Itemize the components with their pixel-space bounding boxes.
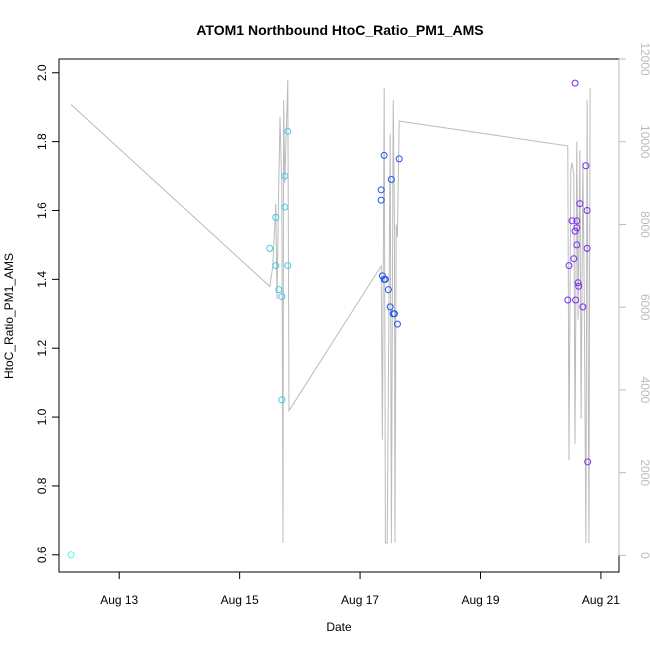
y2-tick-label: 2000 bbox=[638, 459, 650, 486]
x-tick-label: Aug 15 bbox=[221, 593, 259, 607]
scatter-point bbox=[395, 155, 403, 163]
scatter-point bbox=[390, 310, 398, 318]
scatter-point bbox=[584, 458, 592, 466]
plot-frame bbox=[58, 58, 620, 573]
y2-tick-label: 10000 bbox=[638, 125, 650, 159]
scatter-point bbox=[565, 262, 573, 270]
scatter-point bbox=[582, 162, 590, 170]
scatter-point bbox=[570, 255, 578, 263]
scatter-point bbox=[377, 186, 385, 194]
scatter-point bbox=[384, 286, 392, 294]
scatter-point bbox=[278, 396, 286, 404]
scatter-point bbox=[67, 551, 75, 559]
scatter-point bbox=[278, 293, 286, 301]
x-tick-label: Aug 13 bbox=[100, 593, 138, 607]
y-axis-label: HtoC_Ratio_PM1_AMS bbox=[2, 253, 16, 379]
scatter-point bbox=[573, 217, 581, 225]
scatter-point bbox=[572, 296, 580, 304]
scatter-point bbox=[275, 286, 283, 294]
scatter-point bbox=[575, 282, 583, 290]
y-tick-label: 1.0 bbox=[35, 408, 49, 425]
scatter-point bbox=[574, 279, 582, 287]
y-tick-label: 0.8 bbox=[35, 477, 49, 494]
y-tick-label: 0.6 bbox=[35, 546, 49, 563]
y2-tick-label: 12000 bbox=[638, 42, 650, 76]
x-tick-label: Aug 21 bbox=[582, 593, 620, 607]
series-line bbox=[70, 79, 591, 544]
x-axis-label: Date bbox=[326, 620, 352, 634]
scatter-point bbox=[284, 127, 292, 135]
y2-tick-label: 6000 bbox=[638, 294, 650, 321]
scatter-point bbox=[573, 224, 581, 232]
y-tick-label: 1.4 bbox=[35, 271, 49, 288]
scatter-point bbox=[272, 262, 280, 270]
x-tick-label: Aug 17 bbox=[341, 593, 379, 607]
scatter-point bbox=[284, 262, 292, 270]
scatter-point bbox=[393, 320, 401, 328]
scatter-point bbox=[281, 172, 289, 180]
scatter-point bbox=[266, 244, 274, 252]
y2-tick-label: 8000 bbox=[638, 211, 650, 238]
scatter-point bbox=[272, 213, 280, 221]
y-tick-label: 1.6 bbox=[35, 202, 49, 219]
scatter-point bbox=[573, 241, 581, 249]
y2-tick-label: 4000 bbox=[638, 377, 650, 404]
y-tick-label: 1.2 bbox=[35, 340, 49, 357]
scatter-point bbox=[380, 151, 388, 159]
scatter-point bbox=[579, 303, 587, 311]
scatter-point bbox=[571, 227, 579, 235]
scatter-point bbox=[564, 296, 572, 304]
scatter-point bbox=[583, 206, 591, 214]
scatter-point bbox=[386, 303, 394, 311]
scatter-point bbox=[381, 275, 389, 283]
scatter-point bbox=[571, 79, 579, 87]
y-tick-label: 1.8 bbox=[35, 133, 49, 150]
y-tick-label: 2.0 bbox=[35, 64, 49, 81]
scatter-point bbox=[583, 244, 591, 252]
y-axis: 0.6 0.8 1.0 1.2 1.4 1.6 1.8 2.0 bbox=[35, 64, 59, 563]
scatter-point bbox=[377, 196, 385, 204]
scatter-point bbox=[387, 176, 395, 184]
scatter-points bbox=[67, 79, 592, 559]
y2-axis: 0 2000 4000 6000 8000 10000 12000 bbox=[618, 42, 650, 559]
x-axis: Aug 13 Aug 15 Aug 17 Aug 19 Aug 21 bbox=[100, 572, 620, 607]
x-tick-label: Aug 19 bbox=[461, 593, 499, 607]
scatter-point bbox=[568, 217, 576, 225]
chart-title: ATOM1 Northbound HtoC_Ratio_PM1_AMS bbox=[196, 22, 483, 38]
scatter-point bbox=[576, 200, 584, 208]
y2-tick-label: 0 bbox=[638, 552, 650, 559]
series-polyline bbox=[70, 79, 591, 544]
scatter-point bbox=[281, 203, 289, 211]
